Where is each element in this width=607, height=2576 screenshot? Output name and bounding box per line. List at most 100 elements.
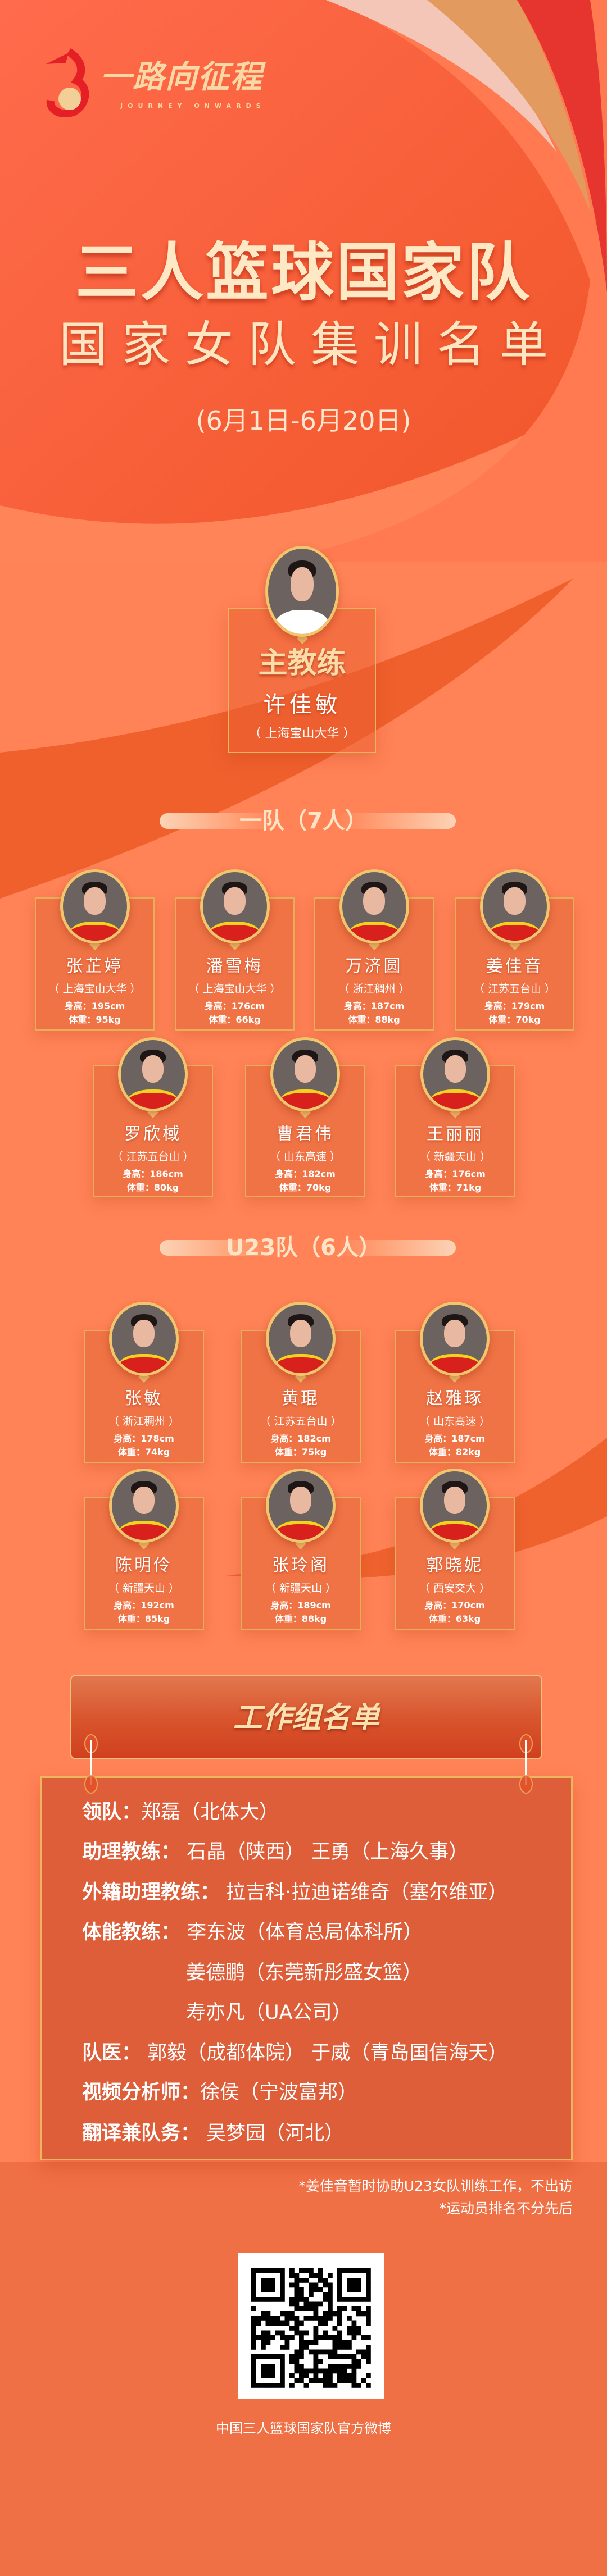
player-height: 身高：176cm — [396, 1169, 514, 1179]
qr-module — [299, 2287, 304, 2292]
qr-module — [251, 2268, 256, 2273]
player-photo — [109, 1469, 179, 1543]
qr-module — [361, 2311, 366, 2317]
qr-module — [351, 2287, 357, 2292]
qr-module — [256, 2320, 261, 2326]
height-value: 179cm — [511, 1001, 545, 1011]
qr-module — [356, 2282, 361, 2288]
staff-role: 外籍助理教练： — [82, 1881, 220, 1904]
qr-module — [351, 2378, 357, 2383]
qr-code[interactable] — [238, 2253, 384, 2399]
qr-module — [261, 2368, 266, 2374]
staff-line: 翻译兼队务： 吴梦园（河北） — [82, 2122, 344, 2145]
qr-module — [337, 2364, 342, 2369]
qr-module — [294, 2301, 300, 2307]
height-label: 身高： — [424, 1433, 452, 1444]
qr-module — [280, 2383, 285, 2388]
qr-module — [337, 2354, 342, 2359]
qr-module — [270, 2268, 275, 2273]
qr-module — [366, 2311, 371, 2317]
china-3x3-logo — [46, 48, 89, 117]
qr-module — [351, 2297, 357, 2302]
player-club: （ 浙江稠州 ） — [108, 1415, 180, 1428]
staff-line: 视频分析师：徐侯（宁波富邦） — [82, 2081, 357, 2104]
qr-module — [318, 2320, 323, 2326]
qr-module — [309, 2368, 314, 2374]
qr-module — [318, 2335, 323, 2340]
qr-module — [275, 2330, 280, 2336]
qr-module — [256, 2268, 261, 2273]
qr-module — [270, 2383, 275, 2388]
qr-module — [366, 2292, 371, 2297]
qr-module — [299, 2368, 304, 2374]
qr-module — [328, 2282, 333, 2288]
player-weight: 体重：74kg — [85, 1447, 203, 1457]
qr-module — [323, 2330, 328, 2336]
qr-module — [337, 2335, 342, 2340]
qr-module — [328, 2383, 333, 2388]
weight-label: 体重： — [117, 1447, 145, 1457]
staff-list-panel — [40, 1776, 573, 2160]
qr-module — [280, 2354, 285, 2359]
qr-module — [328, 2335, 333, 2340]
height-label: 身高： — [204, 1001, 232, 1011]
qr-module — [251, 2383, 256, 2388]
qr-module — [309, 2292, 314, 2297]
hanger-line — [525, 1740, 527, 1785]
player-weight: 体重：80kg — [94, 1182, 212, 1193]
qr-module — [337, 2340, 342, 2345]
qr-module — [251, 2364, 256, 2369]
qr-module — [289, 2359, 295, 2364]
weight-value: 75kg — [301, 1447, 327, 1457]
weight-value: 70kg — [515, 1014, 541, 1025]
player-club: （ 新疆天山 ） — [108, 1582, 180, 1594]
qr-module — [256, 2297, 261, 2302]
qr-module — [280, 2297, 285, 2302]
player-club: （ 山东高速 ） — [419, 1415, 491, 1428]
qr-module — [280, 2278, 285, 2283]
qr-module — [351, 2326, 357, 2331]
qr-module — [299, 2330, 304, 2336]
player-name: 王丽丽 — [427, 1124, 484, 1144]
qr-module — [251, 2330, 256, 2336]
qr-module — [251, 2273, 256, 2278]
qr-module — [265, 2316, 271, 2321]
qr-module — [265, 2364, 271, 2369]
qr-module — [313, 2359, 319, 2364]
player-name: 赵雅琢 — [426, 1389, 483, 1408]
qr-module — [251, 2359, 256, 2364]
qr-module — [280, 2364, 285, 2369]
qr-module — [328, 2306, 333, 2311]
qr-module — [337, 2292, 342, 2297]
player-height: 身高：186cm — [94, 1169, 212, 1179]
qr-module — [261, 2282, 266, 2288]
qr-module — [351, 2278, 357, 2283]
qr-module — [323, 2297, 328, 2302]
qr-module — [318, 2316, 323, 2321]
qr-caption: 中国三人篮球国家队官方微博 — [216, 2420, 391, 2436]
weight-value: 88kg — [301, 1613, 327, 1624]
coach-photo — [265, 546, 339, 637]
height-label: 身高： — [343, 1001, 371, 1011]
hanger-ring-icon — [519, 1775, 533, 1794]
qr-module — [261, 2364, 266, 2369]
qr-module — [318, 2368, 323, 2374]
player-photo — [266, 1302, 336, 1376]
qr-module — [261, 2345, 266, 2350]
player-height: 身高：182cm — [242, 1433, 360, 1444]
player-weight: 体重：82kg — [396, 1447, 514, 1457]
height-label: 身高： — [425, 1169, 452, 1179]
qr-module — [318, 2301, 323, 2307]
qr-module — [280, 2292, 285, 2297]
qr-module — [280, 2368, 285, 2374]
qr-module — [313, 2349, 319, 2355]
qr-module — [289, 2311, 295, 2317]
qr-module — [299, 2268, 304, 2273]
player-height: 身高：176cm — [176, 1001, 293, 1011]
player-weight: 体重：85kg — [85, 1613, 203, 1624]
weight-value: 74kg — [144, 1447, 170, 1457]
player-photo — [266, 1469, 336, 1543]
qr-module — [261, 2278, 266, 2283]
qr-module — [337, 2378, 342, 2383]
qr-module — [280, 2373, 285, 2378]
